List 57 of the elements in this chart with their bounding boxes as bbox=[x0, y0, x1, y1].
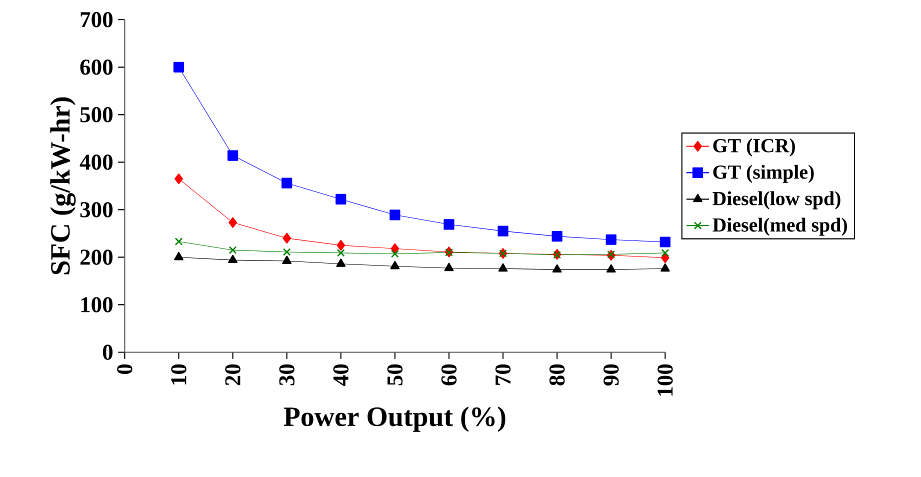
y-tick-label: 300 bbox=[80, 202, 113, 218]
point bbox=[444, 219, 454, 230]
point bbox=[606, 264, 616, 273]
point bbox=[174, 174, 183, 184]
point bbox=[390, 243, 400, 254]
point bbox=[660, 236, 670, 248]
point bbox=[282, 256, 292, 264]
y-tick-label: 400 bbox=[80, 154, 113, 170]
y-axis-title: SFC (g/kW-hr) bbox=[50, 97, 76, 274]
point bbox=[660, 263, 670, 272]
point bbox=[174, 252, 184, 260]
point bbox=[498, 263, 508, 272]
legend-label: GT (ICR) bbox=[713, 138, 795, 156]
x-tick-label: 40 bbox=[333, 364, 349, 386]
point bbox=[552, 264, 562, 273]
x-tick-label: 70 bbox=[495, 364, 511, 385]
point bbox=[228, 254, 238, 264]
y-tick-label: 200 bbox=[80, 250, 113, 265]
x-tick-label: 80 bbox=[549, 364, 565, 386]
x-tick-label: 10 bbox=[171, 364, 186, 384]
point bbox=[282, 248, 291, 256]
x-tick-label: 30 bbox=[279, 364, 294, 386]
point bbox=[444, 262, 454, 272]
x-tick-label: 60 bbox=[441, 364, 457, 386]
point bbox=[390, 250, 399, 258]
point bbox=[336, 258, 346, 267]
point bbox=[498, 226, 508, 236]
x-tick-label: 100 bbox=[658, 364, 673, 396]
legend-label: GT (simple) bbox=[713, 164, 814, 183]
point bbox=[390, 260, 400, 270]
point bbox=[552, 231, 562, 242]
x-tick-label: 90 bbox=[603, 364, 619, 386]
x-tick-label: 50 bbox=[387, 364, 403, 386]
point bbox=[336, 240, 346, 251]
point bbox=[390, 210, 400, 220]
y-tick-label: 0 bbox=[102, 344, 113, 360]
legend-label: Diesel(med spd) bbox=[712, 218, 847, 236]
y-tick-label: 700 bbox=[80, 12, 113, 28]
y-tick-label: 500 bbox=[80, 107, 113, 122]
point bbox=[228, 217, 237, 228]
x-axis-title: Power Output (%) bbox=[284, 406, 506, 432]
y-tick-label: 600 bbox=[80, 60, 113, 75]
point bbox=[173, 62, 184, 73]
legend-label: Diesel(low spd) bbox=[712, 191, 840, 210]
point bbox=[336, 249, 345, 257]
point bbox=[607, 250, 616, 258]
point bbox=[606, 234, 616, 245]
x-tick-label: 20 bbox=[225, 364, 240, 386]
y-tick-label: 100 bbox=[81, 297, 113, 312]
point bbox=[282, 232, 291, 244]
point bbox=[282, 178, 292, 188]
point bbox=[174, 238, 183, 246]
x-tick-label: 0 bbox=[117, 364, 132, 374]
point bbox=[228, 246, 237, 254]
point bbox=[661, 249, 670, 257]
point bbox=[336, 194, 346, 205]
point bbox=[227, 150, 238, 161]
